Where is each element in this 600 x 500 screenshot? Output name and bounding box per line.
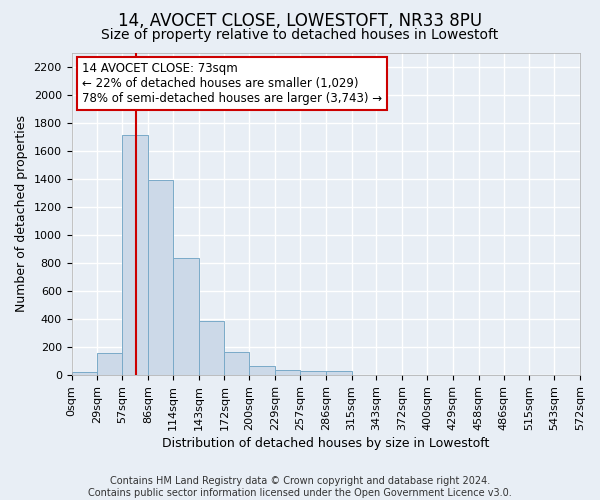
Text: Size of property relative to detached houses in Lowestoft: Size of property relative to detached ho… xyxy=(101,28,499,42)
Bar xyxy=(173,258,199,375)
Y-axis label: Number of detached properties: Number of detached properties xyxy=(15,116,28,312)
Bar xyxy=(326,372,352,375)
Bar xyxy=(250,366,275,375)
Bar xyxy=(122,136,148,375)
Text: 14, AVOCET CLOSE, LOWESTOFT, NR33 8PU: 14, AVOCET CLOSE, LOWESTOFT, NR33 8PU xyxy=(118,12,482,30)
Bar xyxy=(97,354,122,375)
Bar xyxy=(71,372,97,375)
Bar xyxy=(148,180,173,375)
X-axis label: Distribution of detached houses by size in Lowestoft: Distribution of detached houses by size … xyxy=(162,437,490,450)
Bar xyxy=(275,370,300,375)
Text: Contains HM Land Registry data © Crown copyright and database right 2024.
Contai: Contains HM Land Registry data © Crown c… xyxy=(88,476,512,498)
Text: 14 AVOCET CLOSE: 73sqm
← 22% of detached houses are smaller (1,029)
78% of semi-: 14 AVOCET CLOSE: 73sqm ← 22% of detached… xyxy=(82,62,382,105)
Bar xyxy=(300,372,326,375)
Bar xyxy=(224,352,250,375)
Bar xyxy=(199,321,224,375)
